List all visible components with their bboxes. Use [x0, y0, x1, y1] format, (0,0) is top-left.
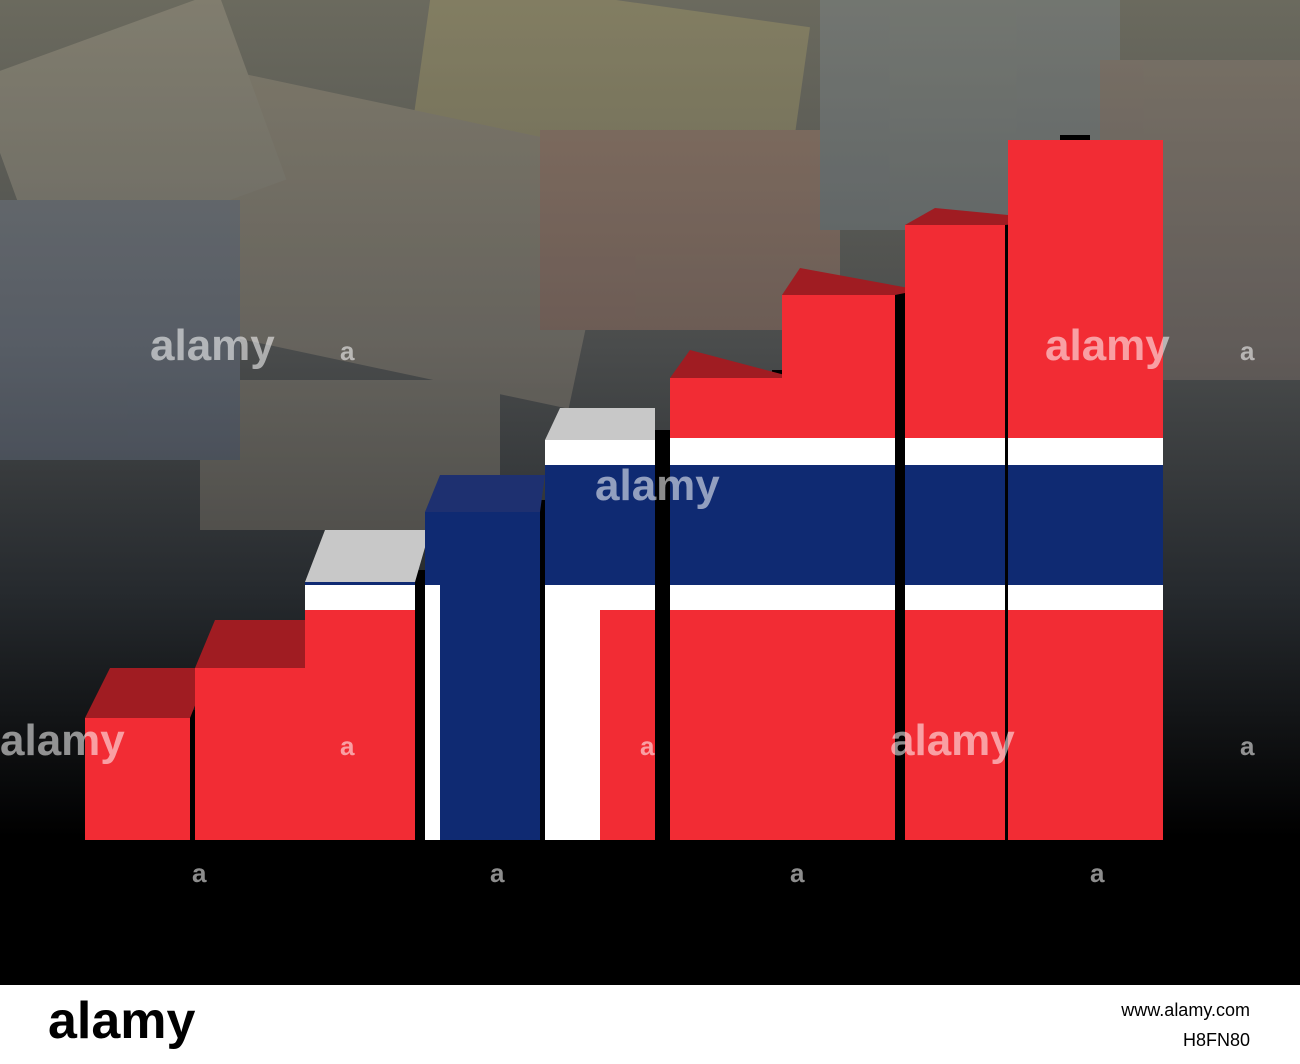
watermark: a	[340, 336, 355, 366]
watermark: alamy	[595, 461, 720, 510]
watermarks: alamy alamy alamy alamy alamy a a a a a …	[0, 321, 1255, 888]
watermark: a	[1240, 336, 1255, 366]
watermark: alamy	[0, 716, 125, 765]
bar-tops	[85, 208, 1060, 718]
footer-logo: alamy	[48, 992, 196, 1050]
watermark: a	[340, 731, 355, 761]
watermark: a	[1240, 731, 1255, 761]
watermark: a	[640, 731, 655, 761]
watermark: alamy	[150, 321, 275, 370]
footer-url: www.alamy.com	[1120, 1000, 1250, 1020]
watermark: alamy	[890, 716, 1015, 765]
image-id: H8FN80	[1183, 1030, 1250, 1050]
watermark: a	[1090, 858, 1105, 888]
watermark: a	[490, 858, 505, 888]
watermark: alamy	[1045, 321, 1170, 370]
watermark: a	[192, 858, 207, 888]
watermark: a	[790, 858, 805, 888]
footer-bar	[0, 985, 1300, 1064]
